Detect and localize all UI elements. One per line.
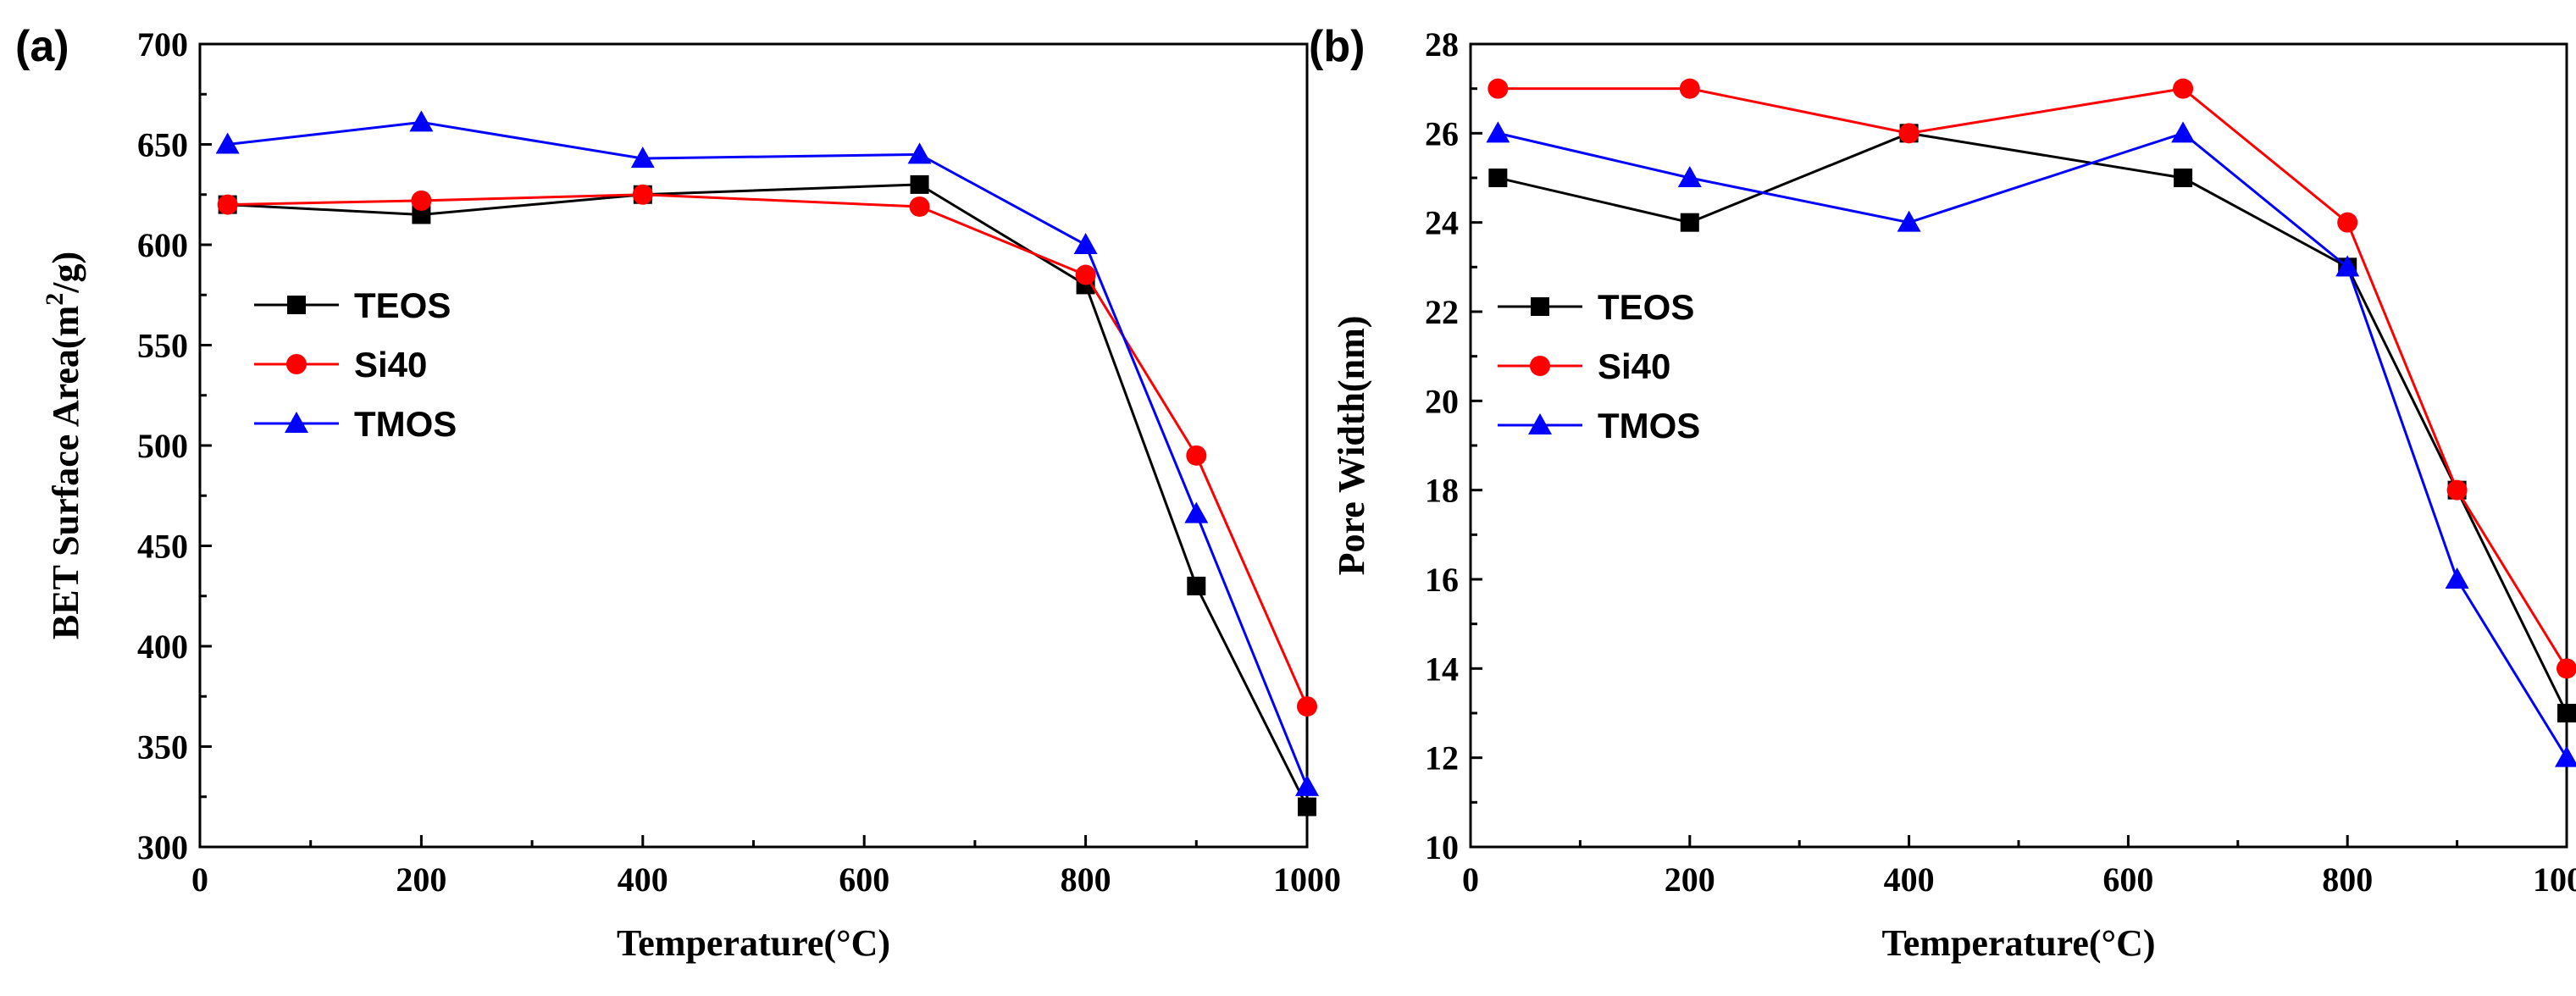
data-point-si40 xyxy=(2173,78,2194,99)
data-point-teos xyxy=(2174,169,2193,187)
x-tick-label: 0 xyxy=(1462,860,1479,899)
data-point-si40 xyxy=(1898,123,1920,144)
chart-panel-b: (b) 0 200 400 600 800 1000 10 12 14 16 18 20 22 24 26 28… xyxy=(1309,22,2576,964)
y-tick-label: 12 xyxy=(1425,739,1459,777)
x-tick-label: 200 xyxy=(1665,860,1715,899)
legend-marker-teos xyxy=(1531,297,1549,316)
y-tick-label: 650 xyxy=(137,126,188,164)
x-tick-label: 600 xyxy=(839,860,889,899)
y-tick-label: 450 xyxy=(137,528,188,566)
data-point-tmos xyxy=(1897,210,1921,232)
legend-label-teos: TEOS xyxy=(354,285,451,325)
data-point-tmos xyxy=(2335,255,2360,277)
y-axis-title-main: BET Surface Area(m xyxy=(45,306,86,639)
data-point-teos xyxy=(1298,797,1316,816)
legend-label-tmos: TMOS xyxy=(354,404,457,444)
y-tick-label: 700 xyxy=(137,25,188,64)
legend-marker-teos xyxy=(287,296,306,314)
y-tick-label: 16 xyxy=(1425,561,1459,599)
legend-label-si40: Si40 xyxy=(354,345,427,385)
data-point-si40 xyxy=(2337,212,2358,233)
data-point-teos xyxy=(910,174,929,194)
x-axis-title: Temperature(°C) xyxy=(1881,922,2155,964)
x-tick-label: 0 xyxy=(191,860,208,899)
y-tick-label: 20 xyxy=(1425,382,1459,420)
data-point-teos xyxy=(1187,576,1206,595)
data-point-tmos xyxy=(2555,745,2576,767)
data-point-si40 xyxy=(1297,696,1317,717)
plot-frame xyxy=(1469,42,2568,849)
data-point-si40 xyxy=(2446,479,2468,501)
y-tick-label: 22 xyxy=(1425,293,1459,331)
x-tick-label: 400 xyxy=(618,860,668,899)
data-point-tmos xyxy=(630,147,655,169)
y-axis-title: Pore Width(nm) xyxy=(1331,316,1372,576)
data-point-tmos xyxy=(1295,774,1319,796)
panel-label: (b) xyxy=(1309,22,1365,71)
data-point-tmos xyxy=(215,132,240,154)
data-point-tmos xyxy=(907,142,932,164)
y-axis-title-superscript: 2 xyxy=(41,293,69,306)
legend-marker-si40 xyxy=(286,354,307,374)
x-tick-label: 400 xyxy=(1884,860,1935,899)
data-point-si40 xyxy=(1679,78,1700,99)
x-tick-label: 1000 xyxy=(2533,860,2576,899)
x-tick-label: 1000 xyxy=(1273,860,1341,899)
y-tick-label: 500 xyxy=(137,427,188,465)
y-tick-label: 18 xyxy=(1425,472,1459,510)
data-point-si40 xyxy=(1487,78,1509,99)
y-tick-label: 24 xyxy=(1425,204,1459,242)
data-point-teos xyxy=(1488,169,1508,187)
y-axis-title: BET Surface Area(m2/g) xyxy=(41,252,86,639)
data-point-tmos xyxy=(409,110,434,132)
x-axis-title: Temperature(°C) xyxy=(617,922,890,964)
y-tick-label: 550 xyxy=(137,327,188,365)
data-point-si40 xyxy=(909,196,930,217)
legend-marker-tmos xyxy=(1528,413,1552,434)
legend-label-si40: Si40 xyxy=(1598,346,1670,386)
data-point-tmos xyxy=(2445,567,2469,589)
data-point-si40 xyxy=(411,190,432,211)
y-tick-label: 26 xyxy=(1425,114,1459,152)
x-tick-label: 600 xyxy=(2102,860,2153,899)
data-point-tmos xyxy=(1073,233,1098,254)
y-tick-label: 400 xyxy=(137,628,188,666)
y-tick-label: 28 xyxy=(1425,25,1459,64)
legend-label-tmos: TMOS xyxy=(1598,406,1700,445)
legend-label-teos: TEOS xyxy=(1598,287,1694,327)
y-axis-title-tail: /g) xyxy=(45,252,86,294)
legend-marker-si40 xyxy=(1530,356,1550,376)
data-point-teos xyxy=(2557,704,2576,722)
x-tick-label: 200 xyxy=(396,860,446,899)
data-point-tmos xyxy=(1184,501,1209,523)
plot-frame xyxy=(198,42,1309,849)
y-tick-label: 350 xyxy=(137,728,188,766)
data-point-si40 xyxy=(1186,445,1207,466)
data-point-si40 xyxy=(632,184,653,205)
x-tick-label: 800 xyxy=(2322,860,2373,899)
data-point-tmos xyxy=(2171,121,2196,143)
x-tick-label: 800 xyxy=(1061,860,1111,899)
data-point-si40 xyxy=(217,194,238,215)
data-point-teos xyxy=(1680,213,1699,232)
data-point-teos xyxy=(412,205,431,224)
data-point-tmos xyxy=(1677,166,1702,187)
y-tick-label: 10 xyxy=(1425,828,1459,866)
data-point-tmos xyxy=(1486,121,1510,143)
y-tick-label: 300 xyxy=(137,828,188,866)
y-tick-label: 14 xyxy=(1425,650,1459,688)
legend-marker-tmos xyxy=(285,412,308,433)
data-point-si40 xyxy=(1075,264,1096,285)
chart-panel-a: (a) 0 200 400 600 800 1000 300 350 400 450 500 550 60… xyxy=(15,22,1341,964)
data-point-si40 xyxy=(2557,658,2576,679)
y-axis-title-main: Pore Width(nm) xyxy=(1331,316,1372,576)
y-tick-label: 600 xyxy=(137,226,188,264)
panel-label: (a) xyxy=(15,22,69,71)
